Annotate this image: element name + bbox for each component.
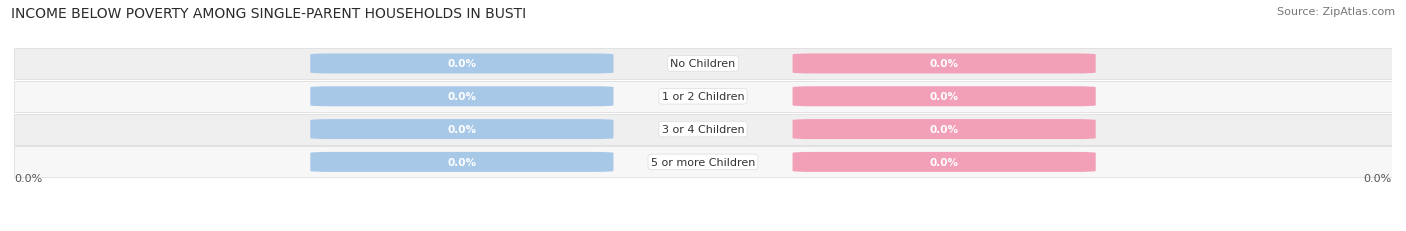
Text: 0.0%: 0.0% [929,157,959,167]
Text: INCOME BELOW POVERTY AMONG SINGLE-PARENT HOUSEHOLDS IN BUSTI: INCOME BELOW POVERTY AMONG SINGLE-PARENT… [11,7,526,21]
FancyBboxPatch shape [14,49,1392,79]
FancyBboxPatch shape [793,87,1095,107]
FancyBboxPatch shape [311,87,613,107]
FancyBboxPatch shape [793,152,1095,172]
Text: 3 or 4 Children: 3 or 4 Children [662,125,744,134]
Text: 1 or 2 Children: 1 or 2 Children [662,92,744,102]
FancyBboxPatch shape [311,120,613,140]
Text: 0.0%: 0.0% [447,92,477,102]
Text: 0.0%: 0.0% [1364,173,1392,183]
Text: 5 or more Children: 5 or more Children [651,157,755,167]
Text: 0.0%: 0.0% [447,157,477,167]
Text: 0.0%: 0.0% [14,173,42,183]
FancyBboxPatch shape [14,82,1392,112]
Text: 0.0%: 0.0% [929,125,959,134]
Text: Source: ZipAtlas.com: Source: ZipAtlas.com [1277,7,1395,17]
FancyBboxPatch shape [793,120,1095,140]
Text: 0.0%: 0.0% [447,125,477,134]
Text: No Children: No Children [671,59,735,69]
Text: 0.0%: 0.0% [929,92,959,102]
FancyBboxPatch shape [311,152,613,172]
FancyBboxPatch shape [793,54,1095,74]
FancyBboxPatch shape [311,54,613,74]
FancyBboxPatch shape [14,114,1392,145]
Text: 0.0%: 0.0% [929,59,959,69]
FancyBboxPatch shape [14,147,1392,178]
Text: 0.0%: 0.0% [447,59,477,69]
